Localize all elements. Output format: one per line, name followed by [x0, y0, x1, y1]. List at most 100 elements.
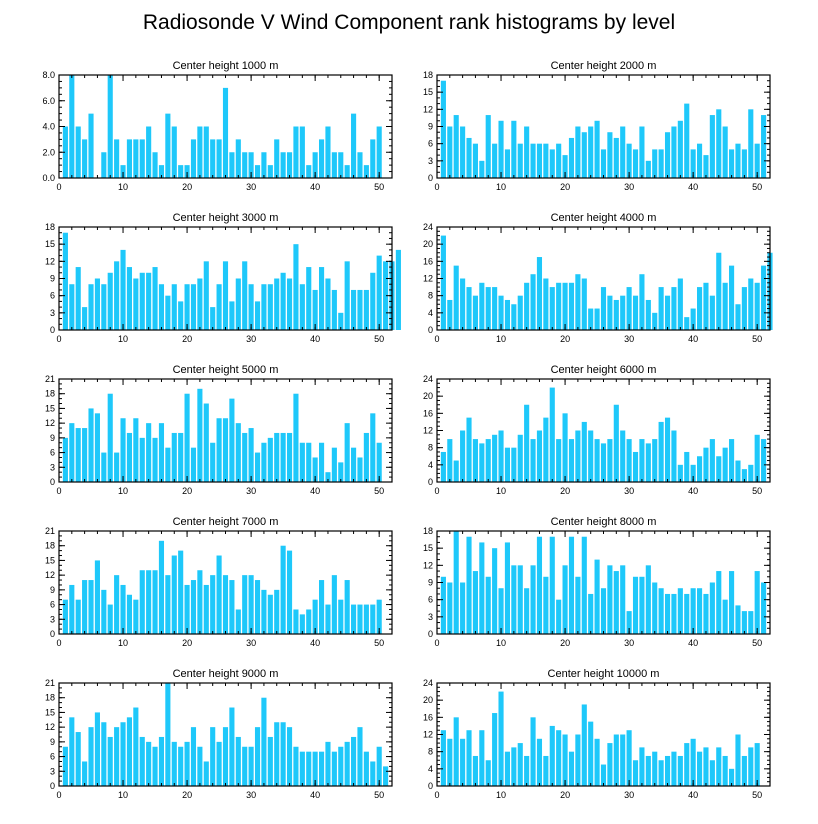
bar	[331, 575, 337, 634]
bar	[677, 588, 683, 634]
bar	[338, 462, 344, 482]
panel-title: Center height 7000 m	[173, 516, 279, 528]
bar	[684, 103, 690, 178]
bar	[498, 430, 504, 482]
bar	[286, 278, 293, 330]
bar	[588, 721, 594, 787]
axis-ticks	[58, 530, 393, 635]
bar	[184, 393, 190, 482]
bar	[325, 278, 331, 330]
bar	[664, 295, 671, 330]
bar	[498, 295, 504, 330]
bar	[466, 417, 472, 483]
bar	[735, 304, 741, 330]
bar	[620, 295, 626, 330]
bar	[370, 761, 376, 786]
bar	[351, 289, 357, 330]
bar	[460, 582, 466, 634]
bar	[351, 604, 357, 634]
bar	[197, 278, 203, 330]
x-tick-label: 10	[118, 182, 128, 192]
bar	[543, 576, 549, 634]
bar	[338, 746, 344, 786]
bar	[190, 580, 197, 634]
bar	[126, 139, 132, 179]
figure-title: Radiosonde V Wind Component rank histogr…	[143, 11, 675, 34]
bar	[709, 295, 715, 330]
x-tick-label: 10	[496, 638, 506, 648]
bar	[88, 408, 94, 482]
bar	[626, 611, 632, 634]
y-tick-label: 2.0	[42, 147, 55, 157]
y-tick-label: 16	[423, 712, 433, 722]
y-tick-label: 3	[428, 156, 433, 166]
bar	[741, 611, 747, 634]
bar	[222, 575, 229, 634]
bar	[210, 727, 216, 786]
y-tick-label: 3	[50, 766, 55, 776]
bar	[607, 439, 613, 482]
bar	[524, 282, 530, 330]
bar	[485, 576, 491, 634]
bar	[671, 126, 677, 178]
bar	[735, 460, 741, 482]
bar	[133, 278, 139, 330]
bar	[735, 605, 741, 634]
bar	[107, 272, 113, 330]
bar	[293, 244, 299, 330]
panel-title: Center height 3000 m	[173, 212, 279, 224]
bar	[190, 139, 197, 179]
bar	[639, 274, 645, 330]
bar	[530, 565, 536, 634]
bar	[562, 155, 568, 178]
bar	[703, 155, 709, 178]
bar	[479, 282, 485, 330]
bar	[261, 697, 267, 786]
x-tick-label: 40	[688, 638, 698, 648]
bar	[120, 418, 126, 482]
bar	[652, 751, 658, 786]
bar	[703, 282, 709, 330]
bar	[530, 439, 536, 482]
bar	[242, 746, 248, 786]
bar	[344, 580, 350, 634]
y-tick-label: 9	[428, 578, 433, 588]
bar	[210, 575, 216, 634]
bar	[748, 747, 754, 787]
bar	[453, 460, 459, 482]
bar	[254, 727, 261, 786]
bar	[306, 751, 312, 786]
bar	[690, 149, 696, 178]
bar	[370, 604, 376, 634]
bar	[716, 252, 722, 330]
x-tick-label: 0	[434, 334, 439, 344]
bar	[607, 743, 613, 786]
bar	[754, 143, 760, 178]
bar	[152, 437, 158, 482]
bar	[632, 451, 639, 482]
bar	[677, 464, 683, 482]
x-tick-label: 20	[182, 182, 192, 192]
bar	[492, 713, 498, 786]
bar	[286, 550, 293, 634]
bar	[588, 593, 594, 634]
bar	[709, 439, 715, 482]
panel-4: Center height 4000 m 0 4 8 12 16 20 24 0 10 20 30 40…	[423, 212, 773, 344]
x-tick-label: 20	[560, 790, 570, 800]
bar	[690, 308, 696, 330]
bar	[568, 751, 575, 786]
bar	[280, 152, 286, 178]
bar	[165, 683, 171, 786]
bar	[549, 725, 555, 786]
bar	[543, 417, 549, 483]
bar	[626, 730, 632, 786]
x-tick-label: 30	[246, 486, 256, 496]
x-tick-label: 50	[374, 486, 384, 496]
bar	[697, 456, 703, 482]
bar	[677, 755, 683, 786]
bar	[242, 575, 248, 634]
bar	[594, 559, 600, 634]
bar	[748, 611, 754, 634]
bar	[274, 139, 280, 179]
bar	[645, 160, 651, 178]
